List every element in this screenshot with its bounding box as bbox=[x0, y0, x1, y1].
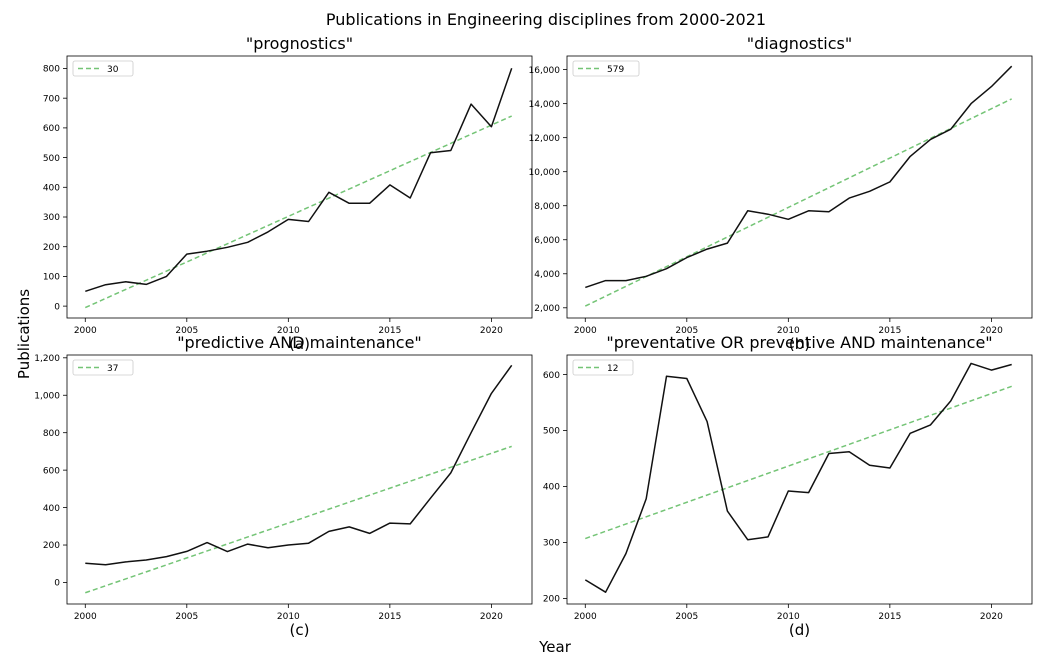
y-tick-label: 800 bbox=[43, 65, 60, 75]
x-tick-label: 2015 bbox=[878, 326, 901, 336]
y-tick-label: 14,000 bbox=[529, 100, 561, 110]
y-tick-label: 100 bbox=[43, 273, 60, 283]
subplot-title: "diagnostics" bbox=[747, 34, 852, 53]
y-tick-label: 16,000 bbox=[529, 66, 561, 76]
figure-x-axis-label: Year bbox=[538, 638, 572, 655]
trend-line bbox=[84, 115, 513, 309]
subplot-a: "prognostics" (a) 2000 2005 2010 2015 2020 0 100… bbox=[43, 34, 533, 353]
figure-suptitle: Publications in Engineering disciplines … bbox=[326, 10, 766, 29]
panel-label: (a) bbox=[289, 335, 310, 353]
y-tick-label: 400 bbox=[43, 183, 60, 193]
y-tick-label: 300 bbox=[543, 539, 560, 549]
panel-label: (d) bbox=[789, 621, 810, 639]
axes-frame bbox=[66, 354, 533, 605]
legend-box bbox=[572, 60, 640, 77]
x-tick-label: 2020 bbox=[980, 326, 1003, 336]
x-tick-label: 2020 bbox=[480, 326, 503, 336]
x-tick-label: 2000 bbox=[574, 326, 597, 336]
y-tick-label: 200 bbox=[43, 541, 60, 551]
y-tick-label: 6,000 bbox=[534, 236, 560, 246]
trend-line bbox=[85, 445, 512, 594]
publications-line bbox=[584, 362, 1012, 593]
y-tick-label: 4,000 bbox=[534, 270, 560, 280]
y-tick-label: 600 bbox=[43, 124, 60, 134]
x-tick-label: 2010 bbox=[277, 612, 300, 622]
x-tick-label: 2010 bbox=[277, 326, 300, 336]
legend-box bbox=[72, 359, 134, 376]
figure-y-axis-label: Publications bbox=[15, 289, 33, 379]
trend-line bbox=[584, 98, 1013, 307]
axes-frame bbox=[66, 55, 533, 319]
subplot-b: "diagnostics" (b) 2000 2005 2010 2015 2020 2,00… bbox=[529, 34, 1033, 353]
x-tick-label: 2010 bbox=[777, 326, 800, 336]
trend-line bbox=[585, 385, 1012, 540]
y-tick-label: 8,000 bbox=[534, 202, 560, 212]
publications-line bbox=[85, 364, 513, 566]
y-tick-label: 400 bbox=[543, 483, 560, 493]
panel-label: (b) bbox=[789, 335, 810, 353]
y-tick-label: 12,000 bbox=[529, 134, 561, 144]
legend: 579 bbox=[572, 60, 640, 77]
y-tick-label: 200 bbox=[543, 595, 560, 605]
x-tick-label: 2000 bbox=[574, 612, 597, 622]
axes-frame bbox=[566, 354, 1033, 605]
subplot-title: "prognostics" bbox=[246, 34, 353, 53]
x-tick-label: 2020 bbox=[480, 612, 503, 622]
y-tick-label: 300 bbox=[43, 213, 60, 223]
x-tick-label: 2005 bbox=[675, 326, 698, 336]
x-tick-label: 2010 bbox=[777, 612, 800, 622]
subplot-title: "preventative OR preventive AND maintena… bbox=[606, 333, 992, 352]
x-tick-label: 2005 bbox=[175, 612, 198, 622]
y-tick-label: 800 bbox=[43, 429, 60, 439]
subplot-d: "preventative OR preventive AND maintena… bbox=[543, 333, 1033, 639]
x-tick-label: 2000 bbox=[74, 612, 97, 622]
y-tick-label: 600 bbox=[43, 466, 60, 476]
x-tick-label: 2005 bbox=[675, 612, 698, 622]
subplot-grid: "prognostics"(a)2000 2005 2010 2015 20200100… bbox=[34, 34, 1033, 639]
legend: 30 bbox=[72, 60, 134, 77]
legend-label: 579 bbox=[607, 65, 624, 75]
x-tick-label: 2005 bbox=[175, 326, 198, 336]
legend-box bbox=[72, 60, 134, 77]
y-tick-label: 0 bbox=[54, 579, 60, 589]
subplot-title: "predictive AND maintenance" bbox=[177, 333, 422, 352]
x-tick-label: 2020 bbox=[980, 612, 1003, 622]
x-tick-label: 2000 bbox=[74, 326, 97, 336]
publications-line bbox=[85, 67, 513, 293]
y-tick-label: 2,000 bbox=[534, 304, 560, 314]
publications-line bbox=[585, 65, 1013, 289]
y-tick-label: 0 bbox=[54, 302, 60, 312]
y-tick-label: 400 bbox=[43, 504, 60, 514]
y-tick-label: 200 bbox=[43, 243, 60, 253]
legend-box bbox=[572, 359, 634, 376]
axes-frame bbox=[566, 55, 1033, 319]
x-tick-label: 2015 bbox=[378, 326, 401, 336]
y-tick-label: 1,200 bbox=[34, 354, 60, 364]
y-tick-label: 10,000 bbox=[529, 168, 561, 178]
y-tick-label: 500 bbox=[543, 427, 560, 437]
panel-label: (c) bbox=[290, 621, 310, 639]
x-tick-label: 2015 bbox=[378, 612, 401, 622]
x-tick-label: 2015 bbox=[878, 612, 901, 622]
legend-label: 37 bbox=[107, 364, 118, 374]
y-tick-label: 600 bbox=[543, 371, 560, 381]
legend: 12 bbox=[572, 359, 634, 376]
legend: 37 bbox=[72, 359, 134, 376]
y-tick-label: 1,000 bbox=[34, 391, 60, 401]
legend-label: 12 bbox=[607, 364, 618, 374]
y-tick-label: 500 bbox=[43, 154, 60, 164]
subplot-c: "predictive AND maintenance"(c)2000 2005 2… bbox=[34, 333, 533, 639]
legend-label: 30 bbox=[107, 65, 119, 75]
y-tick-label: 700 bbox=[43, 94, 60, 104]
